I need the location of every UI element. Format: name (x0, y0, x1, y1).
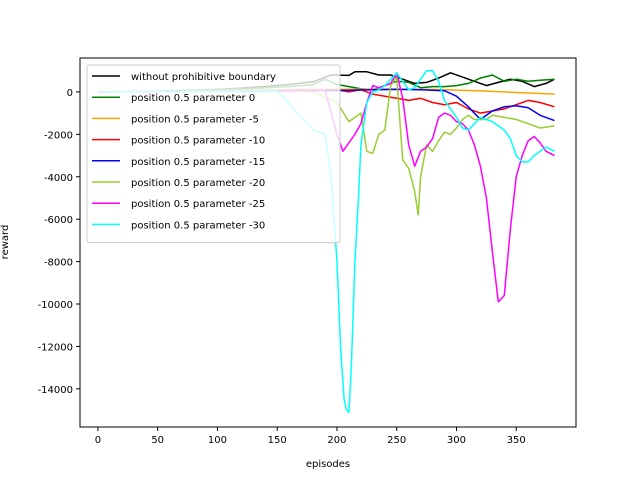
legend-box (86, 64, 341, 244)
legend-label-4: position 0.5 parameter -15 (131, 157, 265, 168)
legend: without prohibitive boundary position 0.5… (86, 64, 341, 244)
legend-label-2: position 0.5 parameter -5 (131, 114, 259, 125)
y-tick-label: -8000 (44, 258, 73, 269)
x-tick-label: 100 (208, 435, 227, 446)
ticks-layer: 0 50 100 150 200 250 300 350 -14000 -12000 -10000 -… (38, 88, 526, 446)
y-tick-label: -4000 (44, 173, 73, 184)
legend-label-5: position 0.5 parameter -20 (131, 178, 265, 189)
y-tick-label: -14000 (38, 385, 73, 396)
legend-label-1: position 0.5 parameter 0 (131, 93, 255, 104)
series-line-6 (97, 72, 555, 303)
legend-label-6: position 0.5 parameter -25 (131, 199, 265, 210)
x-axis-label: episodes (306, 459, 350, 470)
legend-label-3: position 0.5 parameter -10 (131, 136, 265, 147)
legend-label-0: without prohibitive boundary (131, 72, 276, 83)
plot-frame (79, 57, 577, 428)
y-tick-label: -2000 (44, 130, 73, 141)
y-tick-label: -12000 (38, 342, 73, 353)
x-tick-label: 250 (387, 435, 406, 446)
x-tick-label: 300 (447, 435, 466, 446)
x-tick-label: 150 (268, 435, 287, 446)
y-tick-label: -6000 (44, 215, 73, 226)
y-tick-label: -10000 (38, 300, 73, 311)
x-tick-label: 0 (95, 435, 101, 446)
y-tick-label: 0 (67, 88, 73, 99)
series-line-7 (97, 69, 555, 413)
x-tick-label: 50 (151, 435, 164, 446)
legend-label-7: position 0.5 parameter -30 (131, 220, 265, 231)
y-axis-label: reward (0, 225, 11, 260)
x-tick-label: 200 (327, 435, 346, 446)
x-tick-label: 350 (507, 435, 526, 446)
